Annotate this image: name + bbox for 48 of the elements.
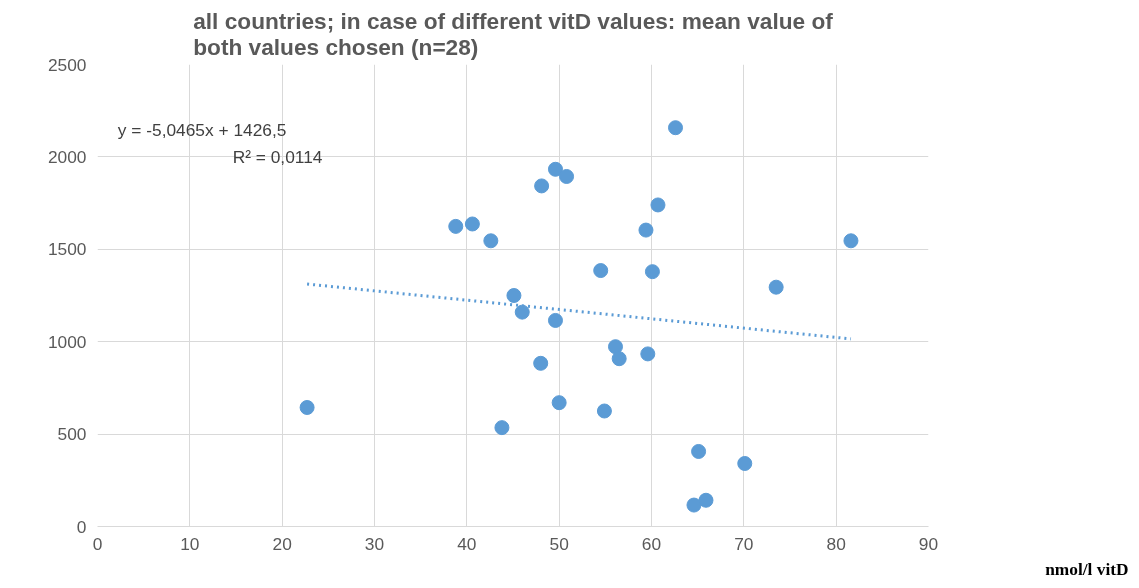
x-tick-label: 40 — [457, 533, 477, 554]
point — [768, 279, 784, 295]
point — [638, 222, 654, 238]
text: nmol/l vitD — [1045, 559, 1129, 579]
x-tick-label: 60 — [641, 533, 662, 554]
point — [596, 403, 612, 419]
point — [534, 178, 550, 194]
point — [299, 400, 315, 415]
x-tick-label: 80 — [826, 533, 846, 554]
point — [448, 218, 464, 234]
point — [483, 233, 499, 249]
point — [464, 216, 480, 232]
point — [640, 346, 656, 362]
y-tick-label: 2000 — [47, 146, 87, 167]
point — [593, 263, 609, 279]
annotation: R² = 0,0114 — [232, 147, 323, 168]
point — [843, 233, 859, 249]
y-tick-label: 2500 — [47, 54, 87, 75]
point — [644, 264, 660, 280]
x-tick-label: 30 — [364, 533, 385, 554]
x-tick-label: 90 — [918, 533, 939, 554]
x-tick-label: 70 — [734, 533, 754, 554]
point — [559, 169, 575, 184]
annotation: y = -5,0465x + 1426,5 — [117, 120, 287, 141]
point — [514, 304, 530, 320]
point — [668, 120, 684, 136]
x-tick-label: 0 — [92, 533, 103, 554]
point — [686, 497, 702, 513]
point — [691, 443, 707, 459]
y-tick-label: 1500 — [47, 239, 87, 260]
y-tick-label: 0 — [76, 516, 87, 537]
point — [737, 456, 753, 471]
point — [494, 420, 510, 436]
chart-title: all countries; in case of different vitD values: mean value of both values chosen (n=28) — [193, 7, 834, 60]
y-tick-label: 1000 — [47, 331, 87, 352]
point — [547, 312, 563, 328]
point — [551, 395, 567, 411]
point — [698, 492, 714, 508]
point — [533, 355, 549, 371]
x-tick-label: 20 — [272, 533, 292, 554]
point — [607, 339, 623, 355]
x-tick-label: 10 — [180, 533, 200, 554]
point — [611, 351, 627, 367]
y-tick-label: 500 — [57, 424, 87, 445]
x-tick-label: 50 — [549, 533, 569, 554]
point — [547, 161, 563, 177]
point — [650, 197, 666, 213]
point — [506, 288, 522, 303]
